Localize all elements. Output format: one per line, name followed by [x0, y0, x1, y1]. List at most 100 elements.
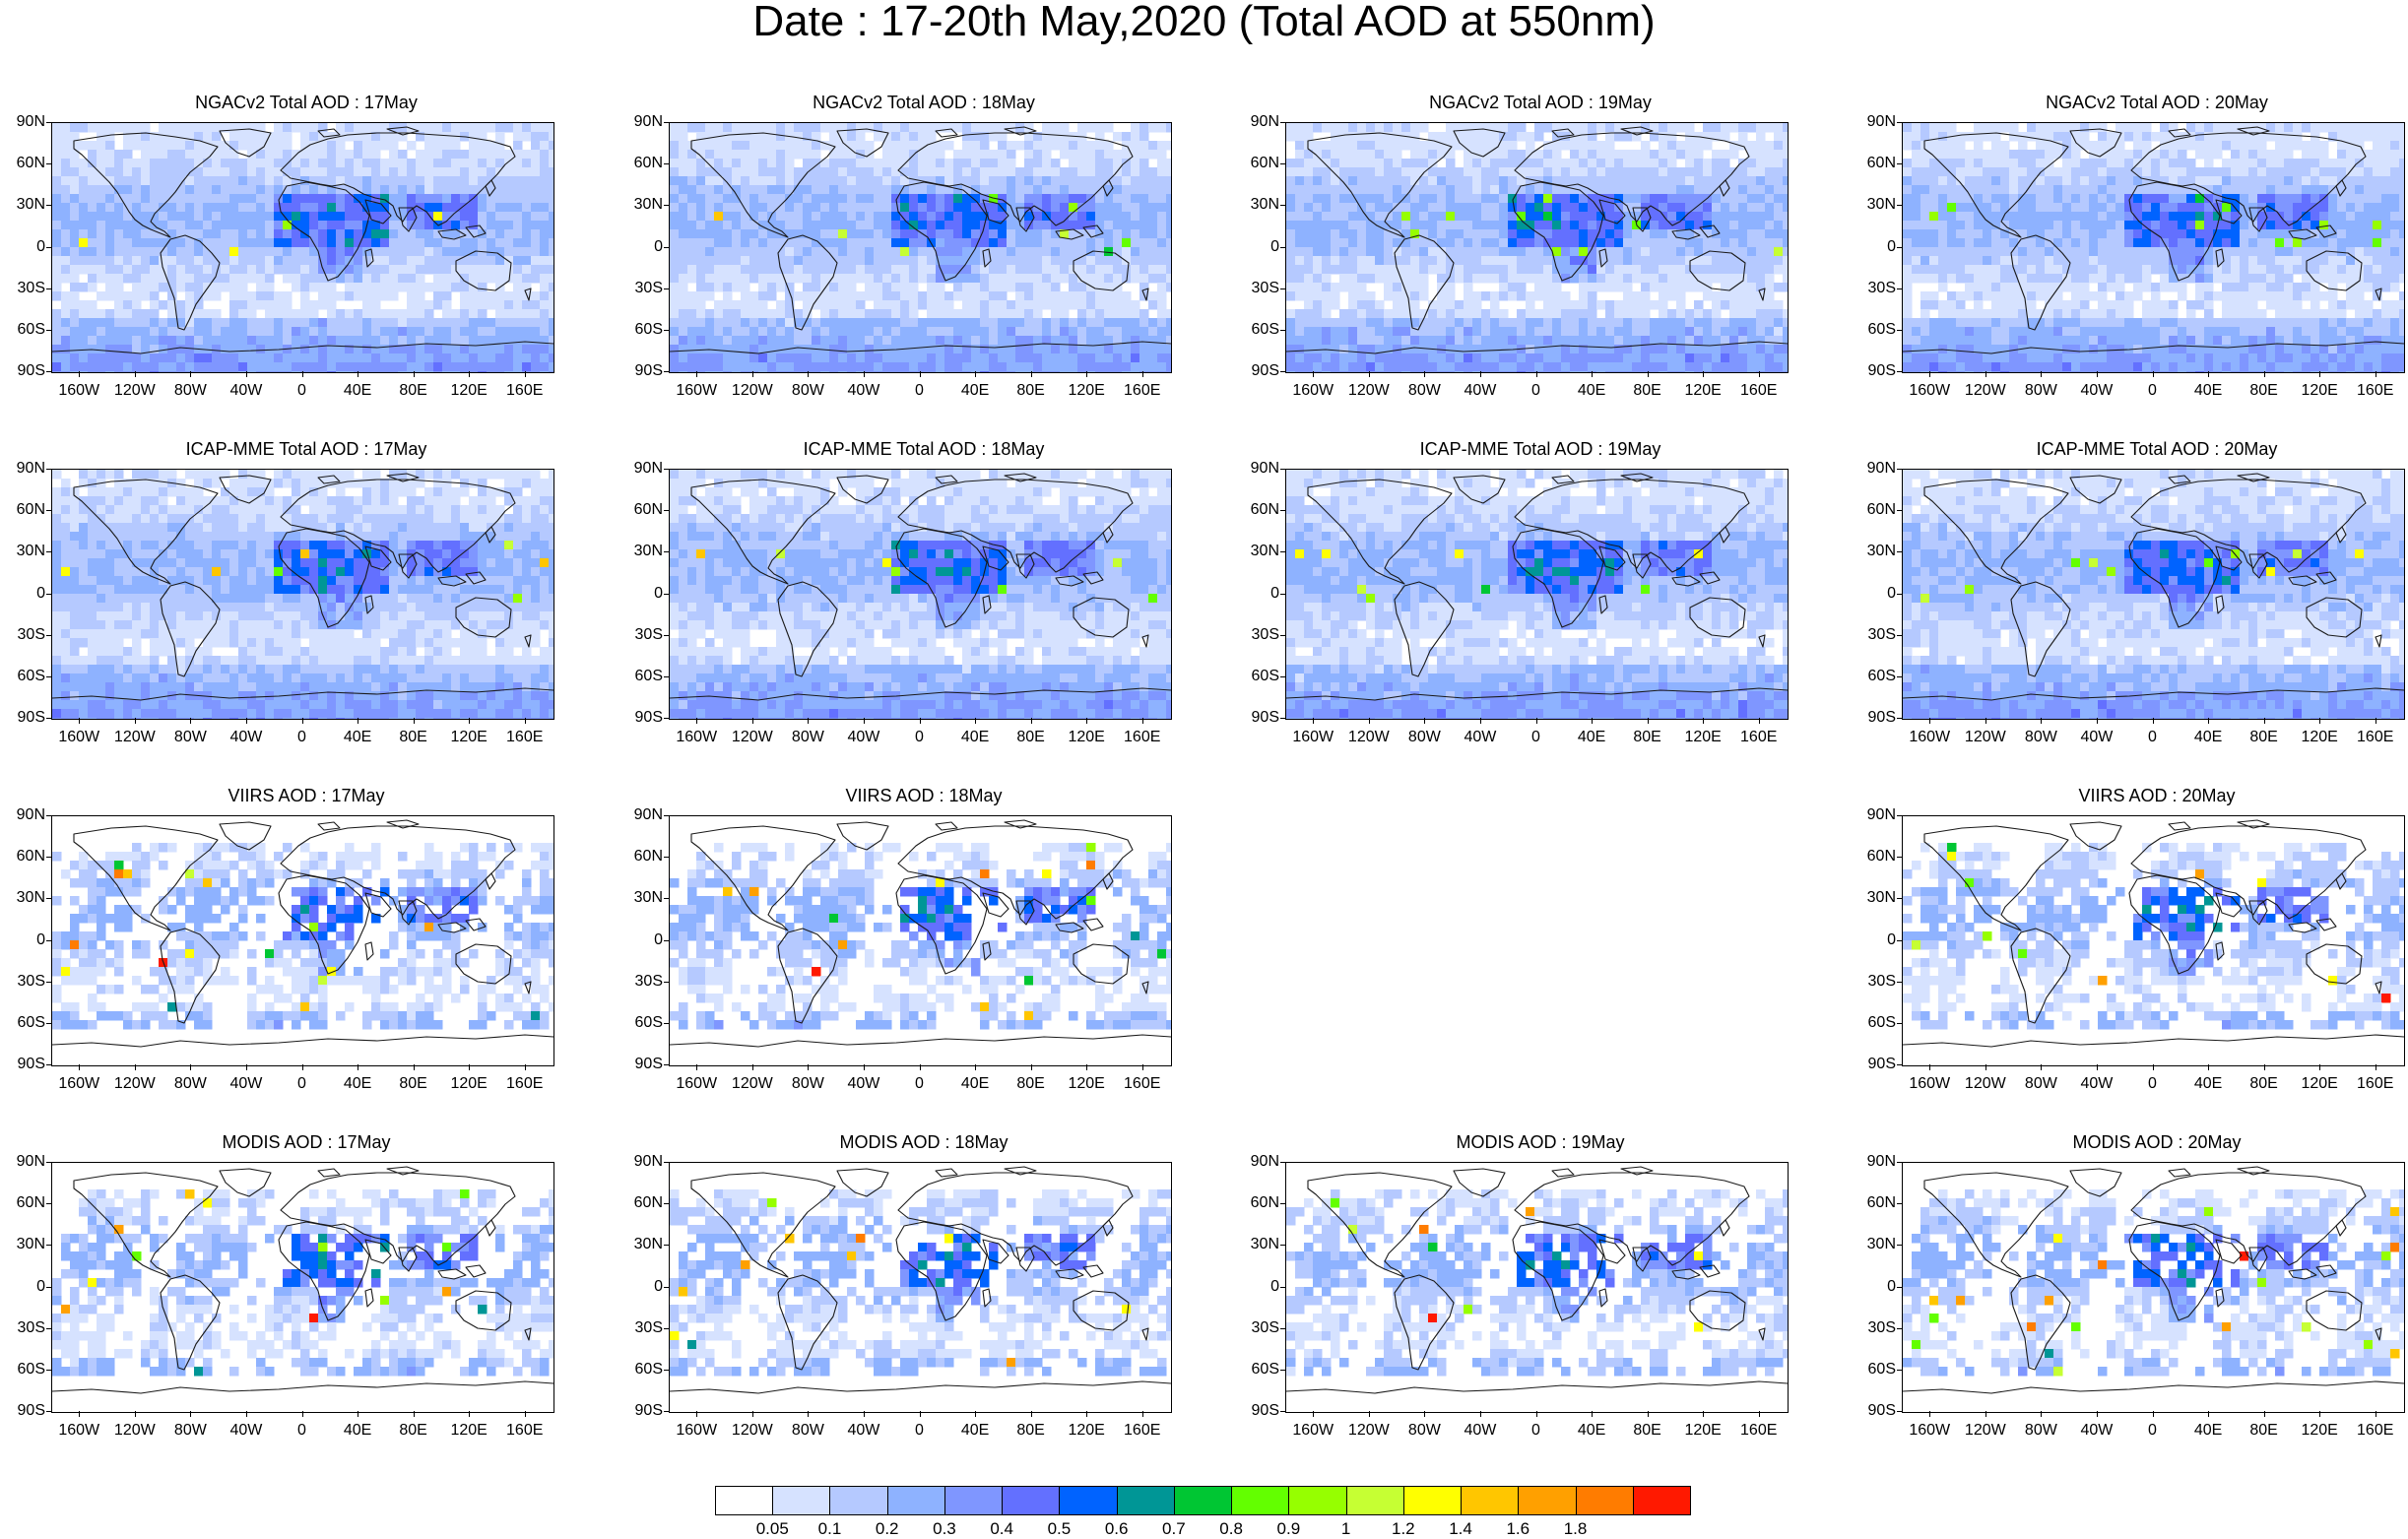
lon-tick: [751, 371, 753, 377]
lon-tick-label: 0: [2148, 1422, 2157, 1439]
panel-title: NGACv2 Total AOD : 20May: [2046, 93, 2268, 112]
lat-tick: [664, 122, 669, 123]
lon-tick: [2319, 371, 2321, 377]
world-map: [1286, 123, 1788, 372]
map-frame: [1285, 469, 1789, 720]
lon-tick: [1929, 718, 1931, 724]
world-map: [1286, 1166, 1788, 1394]
lon-tick: [863, 371, 865, 377]
aod-field: [670, 470, 1171, 719]
lat-tick-label: 90N: [633, 113, 663, 130]
map-frame: [1902, 815, 2405, 1066]
lon-tick: [1086, 1411, 1088, 1417]
lon-tick-label: 40W: [229, 1075, 263, 1092]
lon-tick: [245, 371, 247, 377]
lon-tick: [863, 718, 865, 724]
lon-tick: [863, 1411, 865, 1417]
lon-tick: [2096, 718, 2098, 724]
lat-tick: [46, 1411, 51, 1412]
colorbar-swatch: [715, 1486, 774, 1515]
lon-tick-label: 40W: [2080, 729, 2114, 745]
lon-tick-label: 160E: [2357, 1422, 2394, 1439]
lon-tick: [1368, 718, 1370, 724]
lon-tick-label: 160E: [1740, 382, 1778, 399]
lat-tick: [1280, 593, 1285, 595]
lat-tick-label: 30N: [16, 196, 45, 214]
lat-tick-label: 90S: [1867, 709, 1896, 726]
lat-tick-label: 60S: [17, 667, 45, 684]
lat-tick-label: 30S: [17, 279, 45, 296]
lat-tick-label: 0: [1887, 584, 1896, 602]
lon-tick: [2375, 718, 2376, 724]
lat-tick-label: 60N: [1250, 501, 1279, 519]
lon-tick-label: 80E: [1016, 1422, 1045, 1439]
lon-tick: [1985, 1064, 1986, 1070]
lat-tick: [1897, 815, 1902, 816]
lat-tick-label: 30N: [633, 1236, 663, 1253]
lat-tick: [664, 1064, 669, 1065]
lon-tick: [2263, 1064, 2265, 1070]
lon-tick-label: 120W: [1347, 1422, 1390, 1439]
lon-tick-label: 160W: [1909, 1075, 1951, 1092]
lat-tick: [1897, 1411, 1902, 1412]
lon-tick: [1535, 718, 1537, 724]
lon-tick: [301, 1064, 303, 1070]
lon-tick: [1030, 371, 1032, 377]
lon-tick: [975, 1411, 977, 1417]
lat-tick-label: 30S: [1251, 625, 1279, 643]
lon-tick: [808, 371, 810, 377]
colorbar-swatch: [1518, 1486, 1577, 1515]
lon-tick: [1592, 371, 1594, 377]
lat-tick-label: 30N: [1250, 1236, 1279, 1253]
aod-field: [670, 123, 1171, 372]
lat-tick-label: 0: [36, 930, 45, 948]
lon-tick: [863, 1064, 865, 1070]
map-panel-icap-20: ICAP-MME Total AOD : 20May 90N 60N 30N 0 30S 6…: [1851, 438, 2408, 763]
panel-title: MODIS AOD : 17May: [222, 1132, 391, 1152]
lon-tick: [2041, 718, 2043, 724]
lon-tick: [245, 1411, 247, 1417]
colorbar-swatch: [1288, 1486, 1347, 1515]
lon-tick-label: 40W: [847, 382, 880, 399]
world-map: [1903, 1166, 2404, 1394]
lon-tick-label: 0: [915, 382, 924, 399]
lon-tick-label: 120E: [1068, 1075, 1105, 1092]
map-frame: [1902, 1162, 2405, 1413]
lon-tick-label: 120E: [1684, 1422, 1722, 1439]
lat-tick: [1280, 1411, 1285, 1412]
panel-title: ICAP-MME Total AOD : 18May: [803, 439, 1045, 459]
lat-tick: [1897, 122, 1902, 123]
lat-tick: [1280, 246, 1285, 248]
lat-tick-label: 0: [1270, 584, 1279, 602]
lon-tick-label: 120E: [450, 729, 488, 745]
lat-tick-label: 30N: [1866, 543, 1896, 560]
lon-tick-label: 80E: [399, 1422, 427, 1439]
aod-field: [52, 1189, 553, 1377]
lat-tick-label: 60S: [634, 320, 663, 338]
lat-tick-label: 90S: [634, 709, 663, 726]
lat-tick-label: 60N: [16, 848, 45, 866]
colorbar-tick-label: 0.9: [1276, 1519, 1301, 1538]
lat-tick: [1280, 1245, 1285, 1247]
lat-tick: [664, 1411, 669, 1412]
lon-tick-label: 0: [1531, 729, 1540, 745]
lat-tick: [664, 1327, 669, 1329]
lon-tick-label: 40E: [2193, 1075, 2223, 1092]
lon-tick-label: 0: [297, 382, 306, 399]
lon-tick-label: 160W: [676, 1422, 718, 1439]
lon-tick: [1424, 1411, 1426, 1417]
lon-tick-label: 120E: [2301, 1422, 2338, 1439]
colorbar-tick-label: 1.8: [1563, 1519, 1588, 1538]
lon-tick: [469, 1411, 471, 1417]
lon-tick-label: 40W: [1464, 382, 1497, 399]
lat-tick-label: 90S: [634, 1402, 663, 1419]
lon-tick: [413, 718, 415, 724]
lon-tick: [1479, 718, 1481, 724]
map-panel-viirs-17: VIIRS AOD : 17May 90N 60N 30N 0 30S 60S 90S 160W…: [0, 785, 613, 1110]
lat-tick-label: 0: [654, 584, 663, 602]
lon-tick: [2041, 371, 2043, 377]
lon-tick: [1368, 371, 1370, 377]
lon-tick-label: 160W: [676, 1075, 718, 1092]
lat-tick: [1280, 1369, 1285, 1371]
lat-tick: [1280, 1327, 1285, 1329]
